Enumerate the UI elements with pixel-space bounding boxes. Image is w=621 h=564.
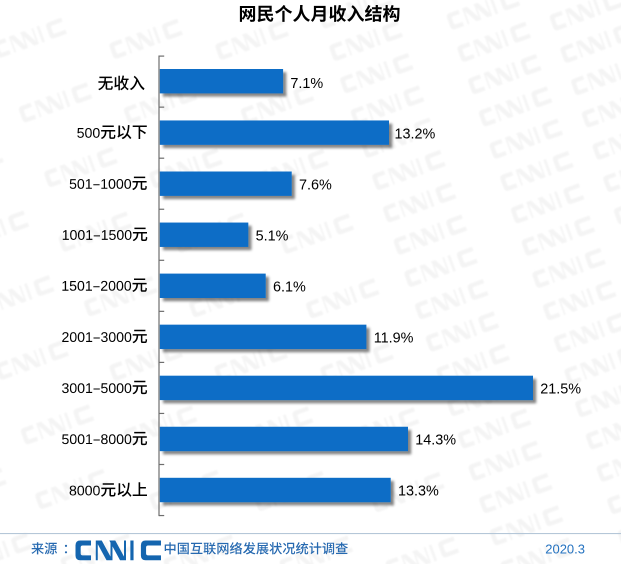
svg-text:11.9%: 11.9% <box>374 330 414 346</box>
svg-text:7.6%: 7.6% <box>299 177 332 193</box>
svg-text:13.2%: 13.2% <box>395 126 436 142</box>
svg-text:7.1%: 7.1% <box>290 76 323 92</box>
svg-text:2020.3: 2020.3 <box>545 541 585 556</box>
svg-text:13.3%: 13.3% <box>398 484 439 500</box>
svg-text:21.5%: 21.5% <box>540 382 581 398</box>
svg-text:6.1%: 6.1% <box>273 279 306 295</box>
svg-text:14.3%: 14.3% <box>415 433 456 449</box>
svg-text:5.1%: 5.1% <box>256 228 289 244</box>
